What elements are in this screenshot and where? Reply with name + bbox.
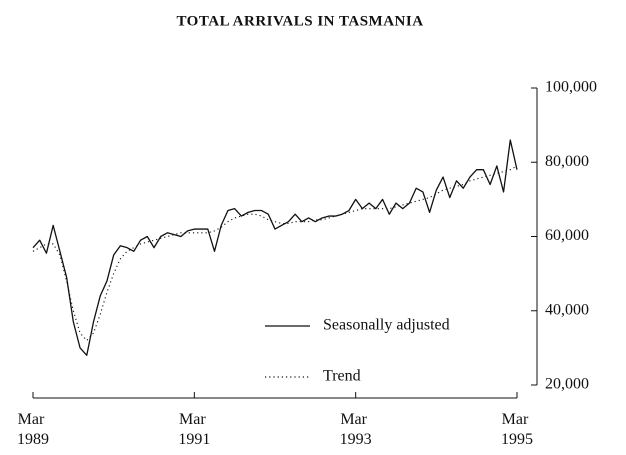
y-tick-label: 60,000 (545, 227, 589, 244)
x-tick-label: Mar 1995 (501, 411, 533, 448)
x-tick-label: Mar 1991 (178, 411, 210, 448)
legend-label: Trend (323, 368, 361, 385)
y-tick-label: 20,000 (545, 376, 589, 393)
y-tick-label: 100,000 (545, 79, 597, 96)
series-line (32, 165, 518, 341)
series-line (32, 139, 518, 356)
y-tick-label: 40,000 (545, 301, 589, 318)
y-tick-label: 80,000 (545, 153, 589, 170)
x-tick-label: Mar 1993 (340, 411, 372, 448)
x-tick-label: Mar 1989 (17, 411, 49, 448)
legend-label: Seasonally adjusted (323, 317, 450, 334)
chart-title: TOTAL ARRIVALS IN TASMANIA (176, 13, 423, 29)
